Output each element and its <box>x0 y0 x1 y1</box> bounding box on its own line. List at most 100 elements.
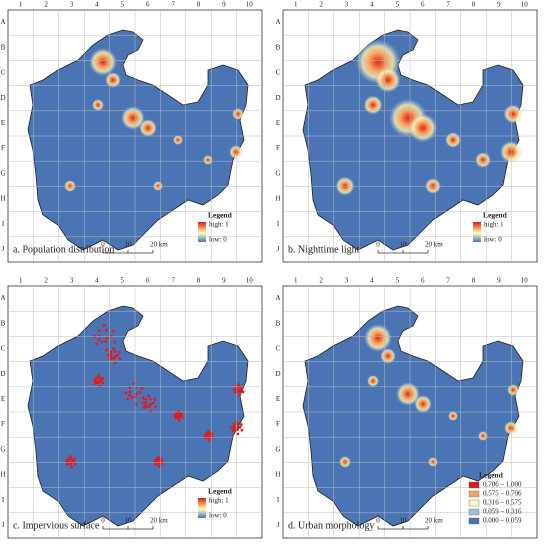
row-label: D <box>0 94 5 102</box>
impervious-patch <box>113 361 117 365</box>
scale-label: 10 <box>400 517 408 525</box>
row-label: B <box>276 43 281 51</box>
impervious-patch <box>116 353 120 357</box>
hotspot <box>173 135 183 145</box>
impervious-patch <box>232 422 236 426</box>
row-label: F <box>276 420 280 428</box>
impervious-patch <box>101 381 105 385</box>
impervious-patch <box>144 397 147 401</box>
column-label: 4 <box>370 277 374 285</box>
column-label: 5 <box>121 277 125 285</box>
impervious-patch <box>154 405 158 409</box>
column-label: 1 <box>19 1 23 9</box>
caption: a. Population distribution <box>13 244 114 255</box>
column-label: 6 <box>421 1 425 9</box>
impervious-patch <box>118 357 122 360</box>
impervious-patch <box>72 459 75 463</box>
impervious-patch <box>160 462 164 465</box>
row-label: B <box>1 43 6 51</box>
impervious-patch <box>97 329 101 332</box>
column-label: 8 <box>472 277 476 285</box>
impervious-patch <box>130 396 134 399</box>
hotspot <box>445 132 461 148</box>
impervious-patch <box>239 423 243 427</box>
row-label: D <box>275 370 280 378</box>
hotspot <box>507 384 519 396</box>
column-label: 6 <box>421 277 425 285</box>
row-label: A <box>275 294 280 302</box>
impervious-patch <box>238 425 242 429</box>
impervious-patch <box>230 425 234 429</box>
impervious-patch <box>73 457 76 461</box>
impervious-patch <box>113 350 117 354</box>
row-label: G <box>275 445 280 453</box>
impervious-patch <box>157 457 161 461</box>
hotspot <box>232 108 244 120</box>
column-label: 9 <box>497 1 501 9</box>
legend-swatch <box>468 517 480 525</box>
impervious-patch <box>144 401 148 405</box>
column-label: 2 <box>319 277 323 285</box>
legend-label: 0.575 – 0.706 <box>483 490 522 498</box>
column-label: 6 <box>146 1 150 9</box>
impervious-patch <box>101 376 104 380</box>
hotspot <box>89 48 117 76</box>
impervious-patch <box>134 402 138 406</box>
row-label: H <box>0 195 5 203</box>
region <box>302 305 524 527</box>
row-label: E <box>1 119 5 127</box>
column-label: 3 <box>345 1 349 9</box>
hotspot <box>375 67 401 93</box>
scale-label: 0 <box>376 241 380 249</box>
row-label: A <box>0 18 5 26</box>
scale-label: 10 <box>125 517 133 525</box>
column-label: 4 <box>370 1 374 9</box>
legend-high: high: 1 <box>209 497 229 505</box>
impervious-patch <box>148 404 152 408</box>
column-label: 5 <box>396 1 400 9</box>
hotspot <box>363 95 383 115</box>
row-label: C <box>276 69 281 77</box>
row-label: B <box>276 319 281 327</box>
row-label: E <box>276 119 280 127</box>
legend-swatch <box>468 508 480 516</box>
impervious-patch <box>105 328 108 332</box>
impervious-patch <box>140 386 144 390</box>
impervious-patch <box>153 398 157 402</box>
impervious-patch <box>155 459 159 463</box>
scale-label: 0 <box>376 517 380 525</box>
impervious-patch <box>232 425 236 429</box>
hotspot <box>335 176 355 196</box>
column-label: 8 <box>197 277 201 285</box>
row-label: G <box>275 169 280 177</box>
legend-swatch <box>468 481 480 489</box>
scale-label: 10 <box>400 241 408 249</box>
hotspot <box>504 421 518 435</box>
impervious-patch <box>109 353 113 357</box>
column-label: 8 <box>472 1 476 9</box>
hotspot <box>64 180 76 192</box>
legend-low: low: 0 <box>209 236 227 244</box>
impervious-patch <box>94 376 98 380</box>
hotspot <box>229 145 243 159</box>
impervious-patch <box>95 342 99 346</box>
legend-label: 0.059 – 0.316 <box>483 508 522 516</box>
hotspot <box>92 99 104 111</box>
hotspot <box>428 457 438 467</box>
impervious-patch <box>128 393 132 397</box>
hotspot <box>503 104 523 124</box>
column-label: 5 <box>121 1 125 9</box>
impervious-patch <box>113 356 116 360</box>
impervious-patch <box>240 428 244 432</box>
column-label: 6 <box>146 277 150 285</box>
row-label: G <box>0 445 5 453</box>
impervious-patch <box>148 397 152 401</box>
impervious-patch <box>179 413 183 417</box>
hotspot <box>425 178 441 194</box>
caption: c. Impervious surface <box>13 520 100 531</box>
caption: d. Urban morphology <box>288 520 374 531</box>
legend-title: Legend <box>483 211 508 220</box>
impervious-patch <box>104 339 107 343</box>
impervious-patch <box>98 384 102 388</box>
legend-title: Legend <box>479 471 504 480</box>
